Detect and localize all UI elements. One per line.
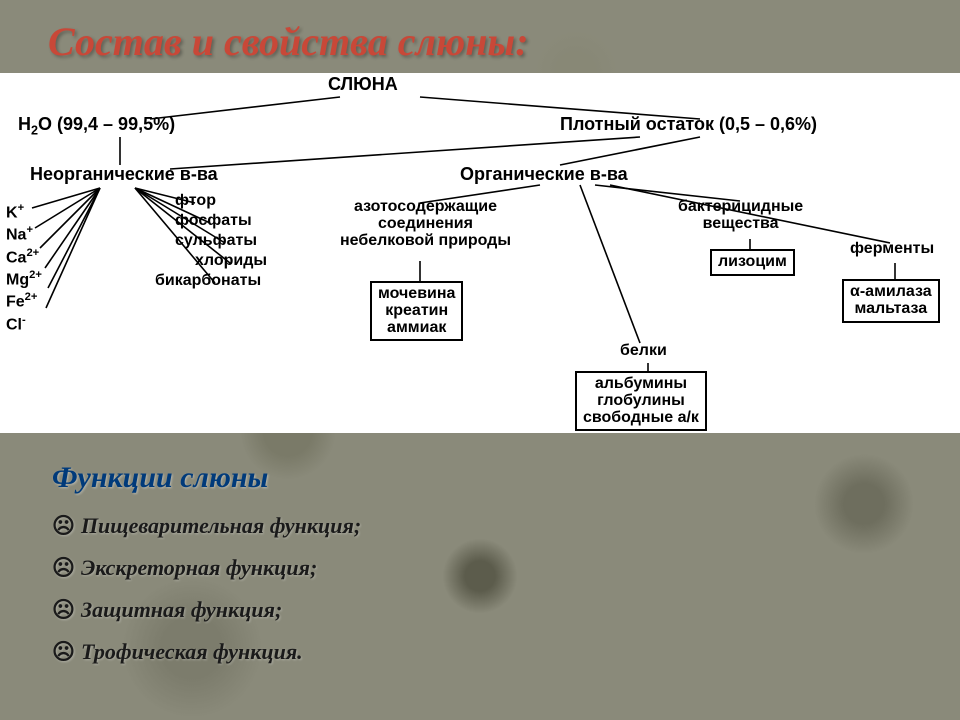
- inorganic-item-2: фосфаты: [175, 213, 252, 230]
- inorganic-item-4: хлориды: [195, 253, 267, 270]
- inorganic-item-1: фтор: [175, 193, 216, 210]
- enzymes-label: ферменты: [850, 241, 934, 258]
- inorganic-item-3: сульфаты: [175, 233, 257, 250]
- diagram-panel: СЛЮНА H2O (99,4 – 99,5%) Плотный остаток…: [0, 73, 960, 433]
- node-organic: Органические в-ва: [460, 165, 628, 184]
- node-water: H2O (99,4 – 99,5%): [18, 115, 175, 138]
- ion-list: K+Na+Ca2+Mg2+Fe2+Cl-: [6, 201, 42, 335]
- node-inorganic: Неорганические в-ва: [30, 165, 218, 184]
- bullet-icon: ☹: [52, 513, 75, 538]
- function-text: Экскреторная функция;: [81, 555, 317, 580]
- function-text: Пищеварительная функция;: [81, 513, 361, 538]
- function-item-4: ☹Трофическая функция.: [52, 639, 960, 665]
- node-root: СЛЮНА: [328, 75, 398, 94]
- functions-heading: Функции слюны: [52, 461, 960, 495]
- bullet-icon: ☹: [52, 597, 75, 622]
- bullet-icon: ☹: [52, 639, 75, 664]
- function-item-2: ☹Экскреторная функция;: [52, 555, 960, 581]
- functions-block: Функции слюны ☹Пищеварительная функция; …: [0, 433, 960, 665]
- function-text: Защитная функция;: [81, 597, 282, 622]
- enzymes-box: α-амилазамальтаза: [842, 279, 940, 323]
- node-solid-residue: Плотный остаток (0,5 – 0,6%): [560, 115, 817, 134]
- bactericidal-label: бактерицидныевещества: [678, 199, 803, 233]
- slide-title: Состав и свойства слюны:: [0, 0, 960, 73]
- function-text: Трофическая функция.: [81, 639, 303, 664]
- nitrogen-box: мочевинакреатинаммиак: [370, 281, 463, 341]
- proteins-box: альбуминыглобулинысвободные а/к: [575, 371, 707, 431]
- inorganic-item-5: бикарбонаты: [155, 273, 261, 290]
- proteins-label: белки: [620, 343, 667, 360]
- function-item-1: ☹Пищеварительная функция;: [52, 513, 960, 539]
- function-item-3: ☹Защитная функция;: [52, 597, 960, 623]
- bactericidal-box: лизоцим: [710, 249, 795, 276]
- nitrogen-label: азотосодержащиесоединениянебелковой прир…: [340, 199, 511, 249]
- bullet-icon: ☹: [52, 555, 75, 580]
